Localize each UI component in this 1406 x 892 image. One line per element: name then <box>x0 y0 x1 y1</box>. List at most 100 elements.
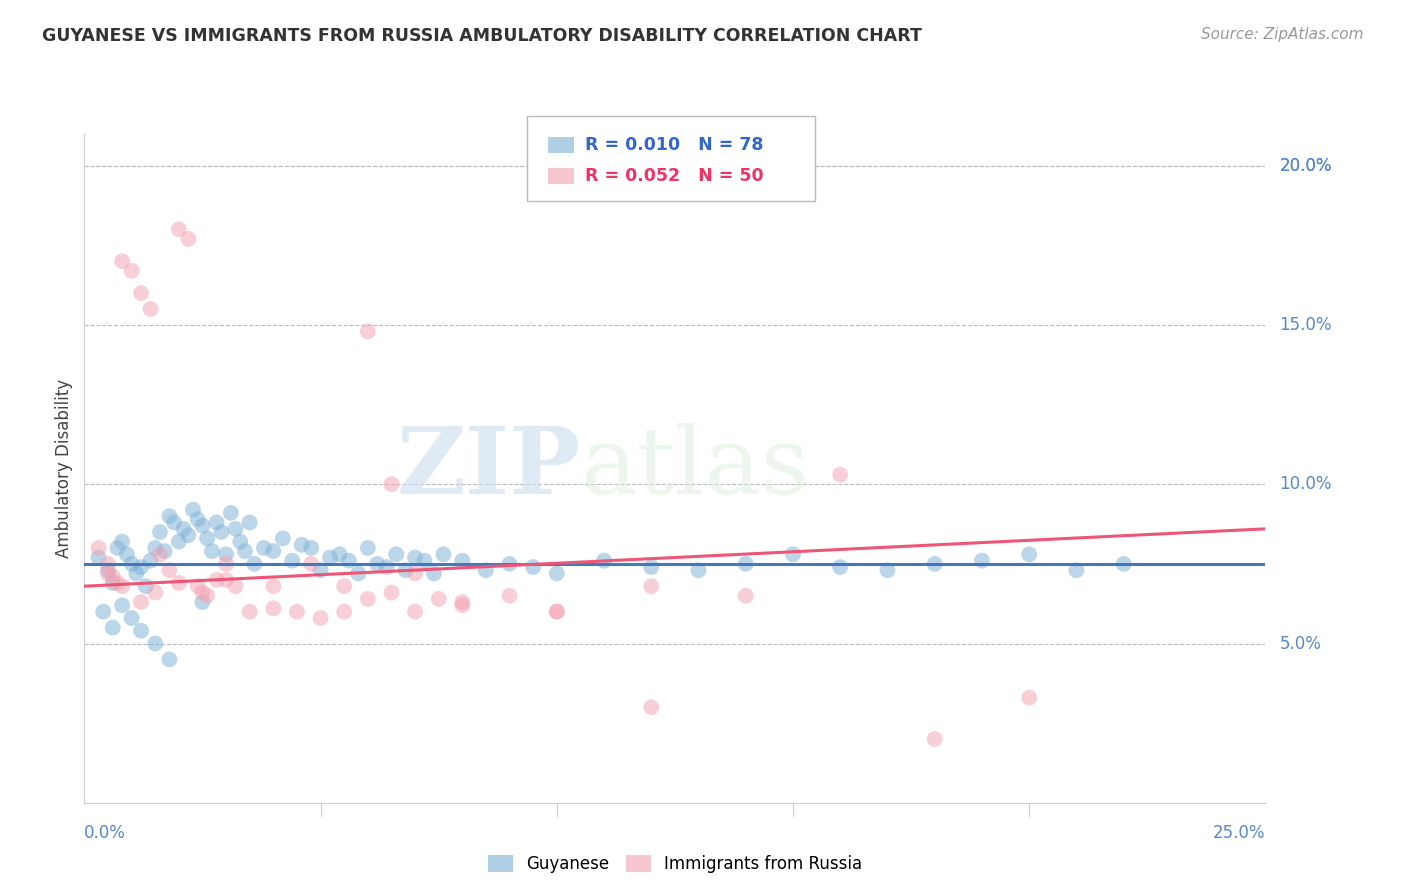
Point <box>394 563 416 577</box>
Point <box>337 554 360 568</box>
Point <box>546 605 568 619</box>
Point <box>357 324 380 338</box>
Point <box>129 286 152 301</box>
Point <box>135 579 157 593</box>
Point <box>1018 690 1040 705</box>
Point <box>167 576 190 591</box>
Text: 20.0%: 20.0% <box>1279 157 1331 175</box>
Point <box>125 566 148 581</box>
Point <box>309 563 332 577</box>
Point <box>157 563 180 577</box>
Text: 20.0%: 20.0% <box>1279 157 1331 175</box>
Point <box>97 563 120 577</box>
Point <box>205 573 228 587</box>
Point <box>111 599 134 613</box>
Point <box>427 591 450 606</box>
Point <box>546 605 568 619</box>
Point <box>924 557 946 571</box>
Point <box>101 621 124 635</box>
Point <box>380 585 402 599</box>
Point <box>111 254 134 268</box>
Point <box>243 557 266 571</box>
Point <box>830 560 852 574</box>
Point <box>191 585 214 599</box>
Point <box>451 599 474 613</box>
Text: ZIP: ZIP <box>396 424 581 513</box>
Point <box>876 563 898 577</box>
Point <box>262 579 284 593</box>
Point <box>1018 547 1040 561</box>
Point <box>262 601 284 615</box>
Point <box>115 547 138 561</box>
Point <box>375 560 398 574</box>
Point <box>546 566 568 581</box>
Text: Source: ZipAtlas.com: Source: ZipAtlas.com <box>1201 27 1364 42</box>
Point <box>1112 557 1135 571</box>
Point <box>299 541 322 555</box>
Point <box>191 595 214 609</box>
Point <box>253 541 276 555</box>
Point <box>225 522 247 536</box>
Text: 25.0%: 25.0% <box>1213 824 1265 842</box>
Point <box>262 544 284 558</box>
Point <box>215 547 238 561</box>
Text: R = 0.052   N = 50: R = 0.052 N = 50 <box>585 167 763 185</box>
Point <box>177 528 200 542</box>
Point <box>163 516 186 530</box>
Point <box>357 541 380 555</box>
Point <box>404 566 426 581</box>
Text: GUYANESE VS IMMIGRANTS FROM RUSSIA AMBULATORY DISABILITY CORRELATION CHART: GUYANESE VS IMMIGRANTS FROM RUSSIA AMBUL… <box>42 27 922 45</box>
Point <box>101 569 124 583</box>
Point <box>281 554 304 568</box>
Point <box>640 560 662 574</box>
Point <box>91 605 114 619</box>
Point <box>187 512 209 526</box>
Point <box>97 566 120 581</box>
Point <box>432 547 454 561</box>
Point <box>404 605 426 619</box>
Point <box>121 611 143 625</box>
Point <box>111 534 134 549</box>
Point <box>87 541 110 555</box>
Point <box>782 547 804 561</box>
Point <box>205 516 228 530</box>
Point <box>347 566 370 581</box>
Point <box>380 477 402 491</box>
Text: 5.0%: 5.0% <box>1279 634 1322 653</box>
Point <box>121 264 143 278</box>
Point <box>385 547 408 561</box>
Point <box>153 544 176 558</box>
Point <box>187 579 209 593</box>
Point <box>734 557 756 571</box>
Text: 10.0%: 10.0% <box>1279 475 1331 493</box>
Point <box>688 563 710 577</box>
Point <box>640 700 662 714</box>
Legend: Guyanese, Immigrants from Russia: Guyanese, Immigrants from Russia <box>479 847 870 881</box>
Point <box>233 544 256 558</box>
Point <box>157 652 180 666</box>
Point <box>593 554 616 568</box>
Point <box>734 589 756 603</box>
Point <box>195 532 218 546</box>
Point <box>413 554 436 568</box>
Point <box>271 532 294 546</box>
Point <box>195 589 218 603</box>
Point <box>149 547 172 561</box>
Point <box>129 595 152 609</box>
Point <box>201 544 224 558</box>
Point <box>87 550 110 565</box>
Point <box>640 579 662 593</box>
Point <box>129 624 152 638</box>
Point <box>333 605 356 619</box>
Point <box>404 550 426 565</box>
Point <box>143 585 166 599</box>
Point <box>139 301 162 316</box>
Point <box>1066 563 1088 577</box>
Point <box>498 557 520 571</box>
Point <box>239 605 262 619</box>
Point <box>309 611 332 625</box>
Point <box>143 541 166 555</box>
Point <box>319 550 342 565</box>
Point <box>191 518 214 533</box>
Point <box>498 589 520 603</box>
